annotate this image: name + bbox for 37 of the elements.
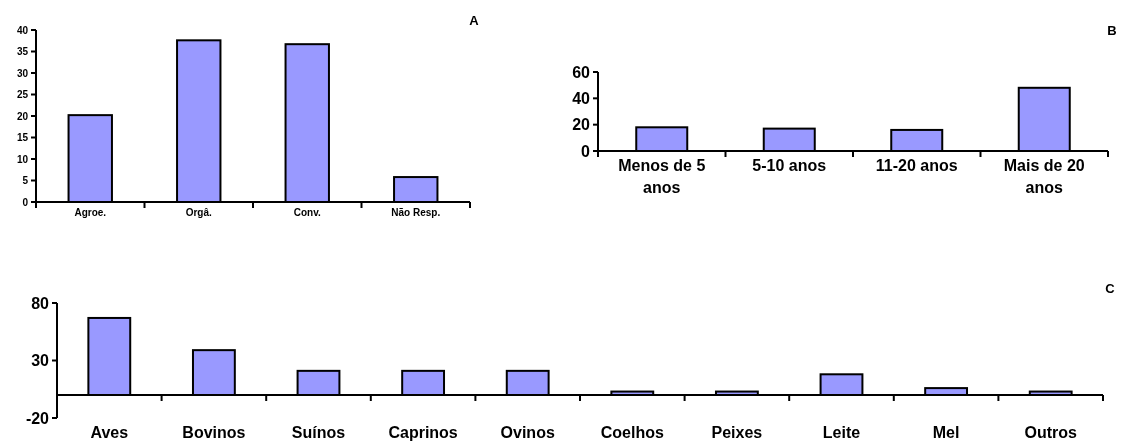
y-tick-label: 30: [16, 67, 29, 79]
y-tick-label: 0: [581, 142, 591, 160]
x-tick-label: Ovinos: [500, 424, 555, 441]
chart-title: A: [469, 13, 480, 28]
x-tick-label: Outros: [1024, 424, 1078, 441]
y-tick-label: 35: [16, 46, 29, 57]
y-tick-label: 40: [16, 24, 29, 36]
x-tick-label: Bovinos: [182, 424, 246, 441]
y-tick-label: 20: [572, 116, 591, 134]
y-tick-label: 60: [572, 63, 591, 81]
y-tick-label: 5: [22, 175, 29, 186]
x-tick-label: Aves: [90, 424, 129, 441]
x-tick-label: Não Resp.: [391, 207, 441, 218]
y-tick-label: 30: [31, 352, 50, 370]
y-tick-label: 80: [31, 294, 50, 312]
x-tick-label: Mel: [932, 424, 960, 441]
x-tick-label: Orgâ.: [185, 207, 213, 218]
y-tick-label: 10: [16, 153, 29, 165]
x-tick-label: Mais de 20 anos: [1003, 157, 1085, 197]
chart-title: B: [1107, 23, 1117, 38]
chart-title: C: [1105, 281, 1116, 296]
x-tick-label: Leite: [822, 424, 861, 441]
x-tick-label: Agroe.: [74, 207, 107, 218]
x-tick-label: Menos de 5 anos: [618, 157, 706, 197]
y-tick-label: 20: [16, 110, 29, 122]
y-tick-label: -20: [25, 409, 50, 427]
y-tick-label: 0: [22, 196, 29, 208]
x-tick-label: Caprinos: [388, 424, 458, 441]
x-tick-label: Conv.: [293, 207, 321, 218]
y-tick-label: 15: [16, 132, 29, 143]
x-tick-label: Peixes: [711, 424, 763, 441]
x-tick-label: Coelhos: [600, 424, 664, 441]
y-tick-label: 40: [572, 89, 591, 107]
y-tick-label: 25: [16, 89, 29, 100]
x-tick-label: 5-10 anos: [752, 157, 827, 174]
x-tick-label: 11-20 anos: [875, 157, 958, 174]
x-tick-label: Suínos: [291, 424, 346, 441]
